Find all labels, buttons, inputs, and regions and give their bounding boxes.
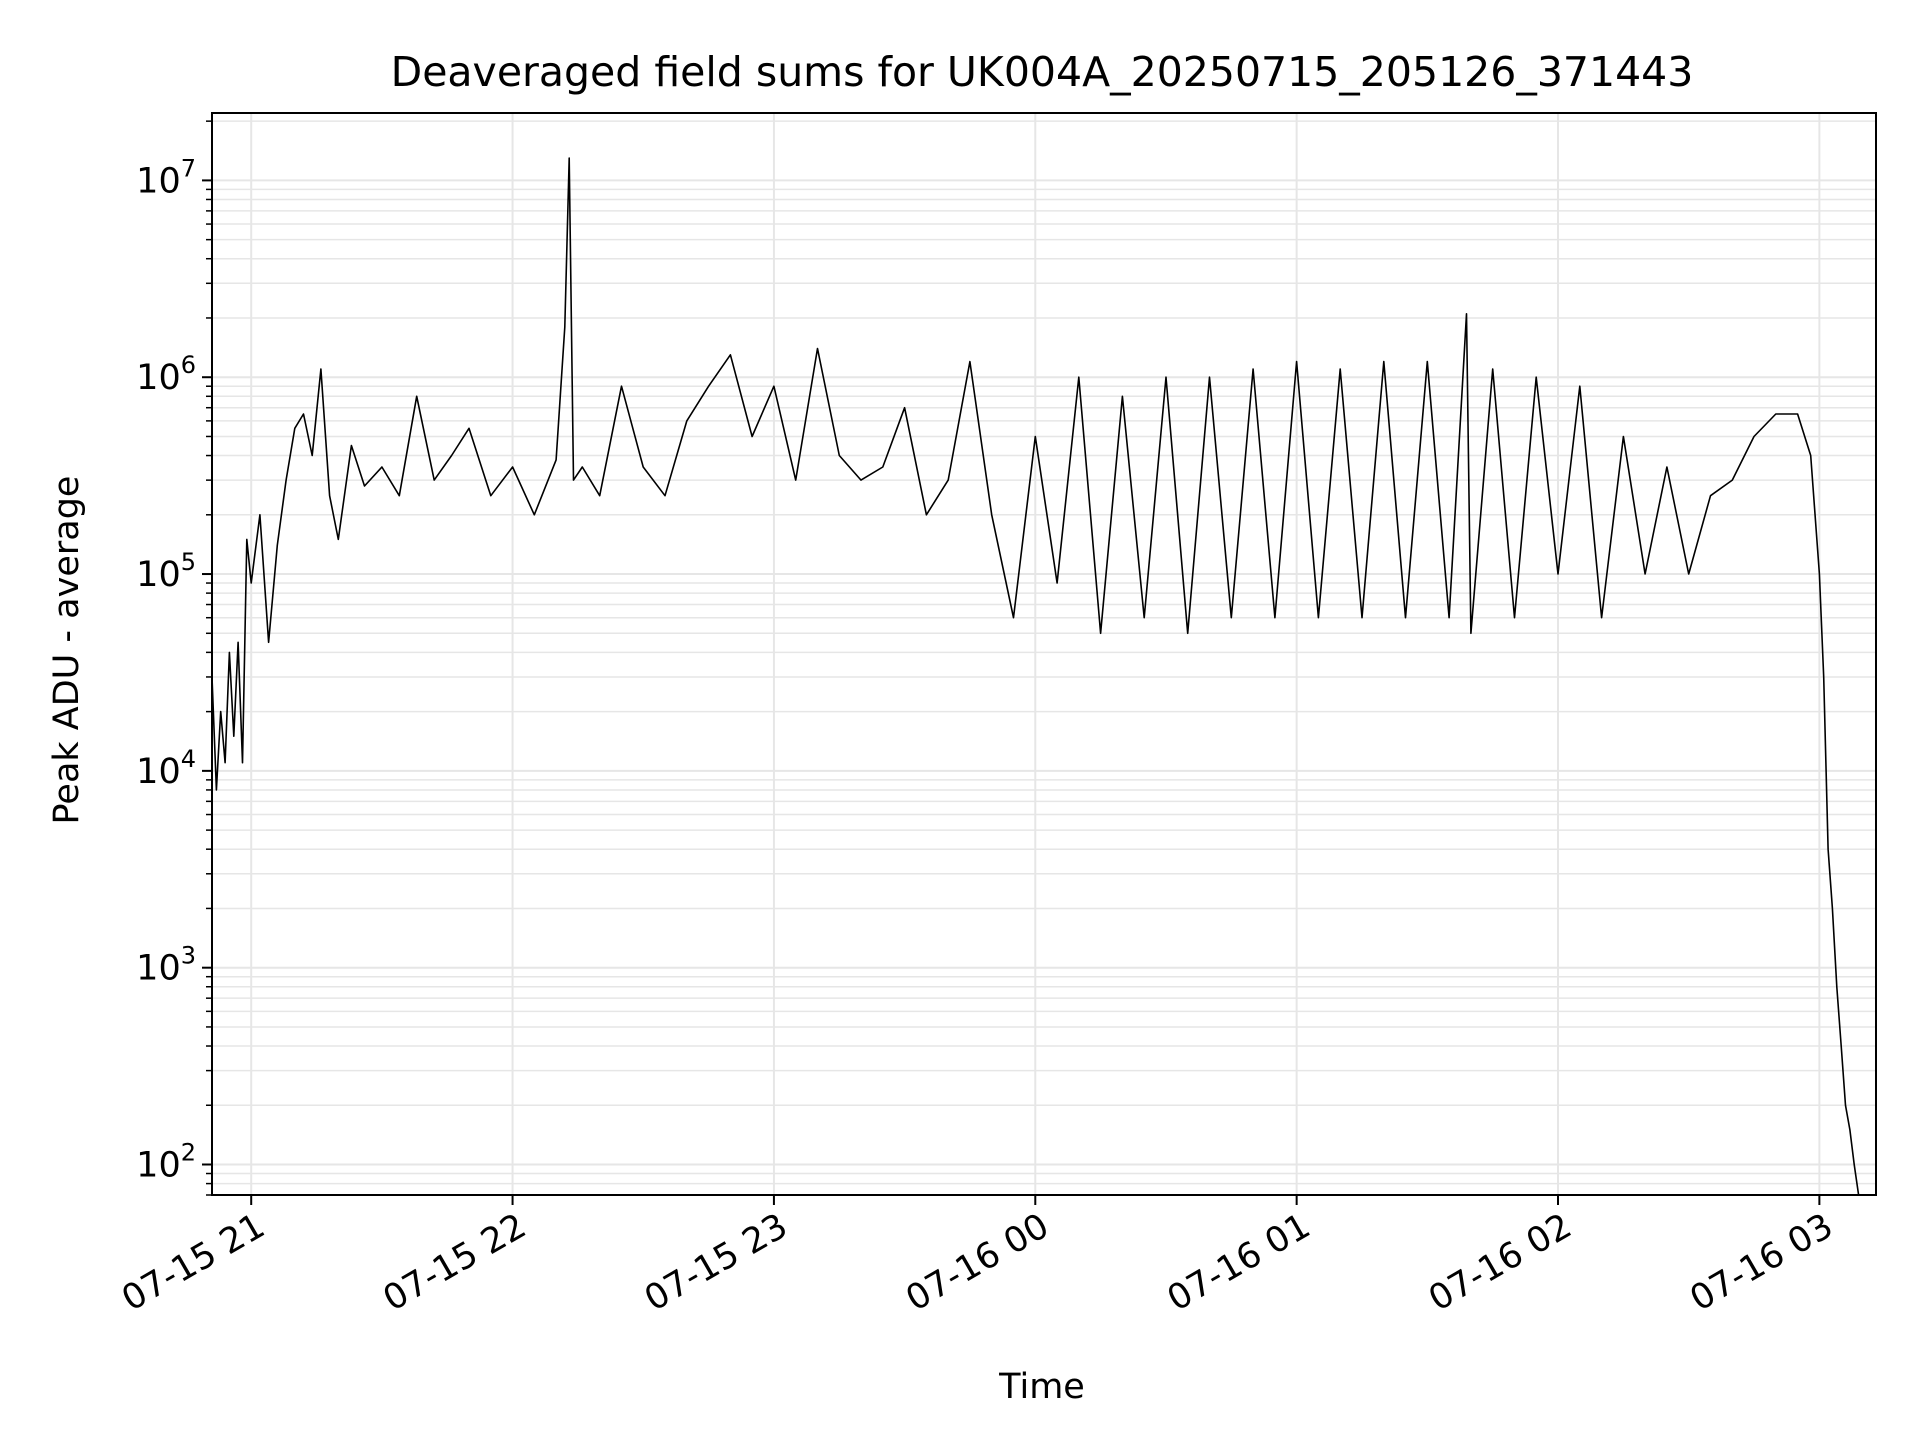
series-layer bbox=[211, 157, 1872, 1196]
y-tick-label: 102 bbox=[136, 1139, 196, 1186]
y-tick-label: 106 bbox=[136, 351, 196, 398]
y-tick-label: 105 bbox=[136, 548, 196, 595]
y-tick-label: 104 bbox=[136, 745, 196, 792]
y-tick-label: 103 bbox=[136, 942, 196, 989]
y-axis-label: Peak ADU - average bbox=[47, 476, 87, 825]
y-axis-ticks: 102 103 104 105 106 107 bbox=[136, 120, 212, 1196]
chart-title: Deaveraged field sums for UK004A_2025071… bbox=[391, 48, 1694, 96]
x-axis-label: Time bbox=[998, 1367, 1085, 1407]
plot-frame bbox=[211, 112, 1877, 1196]
series-line bbox=[211, 157, 1872, 1196]
y-tick-label: 107 bbox=[136, 154, 196, 201]
grid bbox=[212, 113, 1876, 1196]
